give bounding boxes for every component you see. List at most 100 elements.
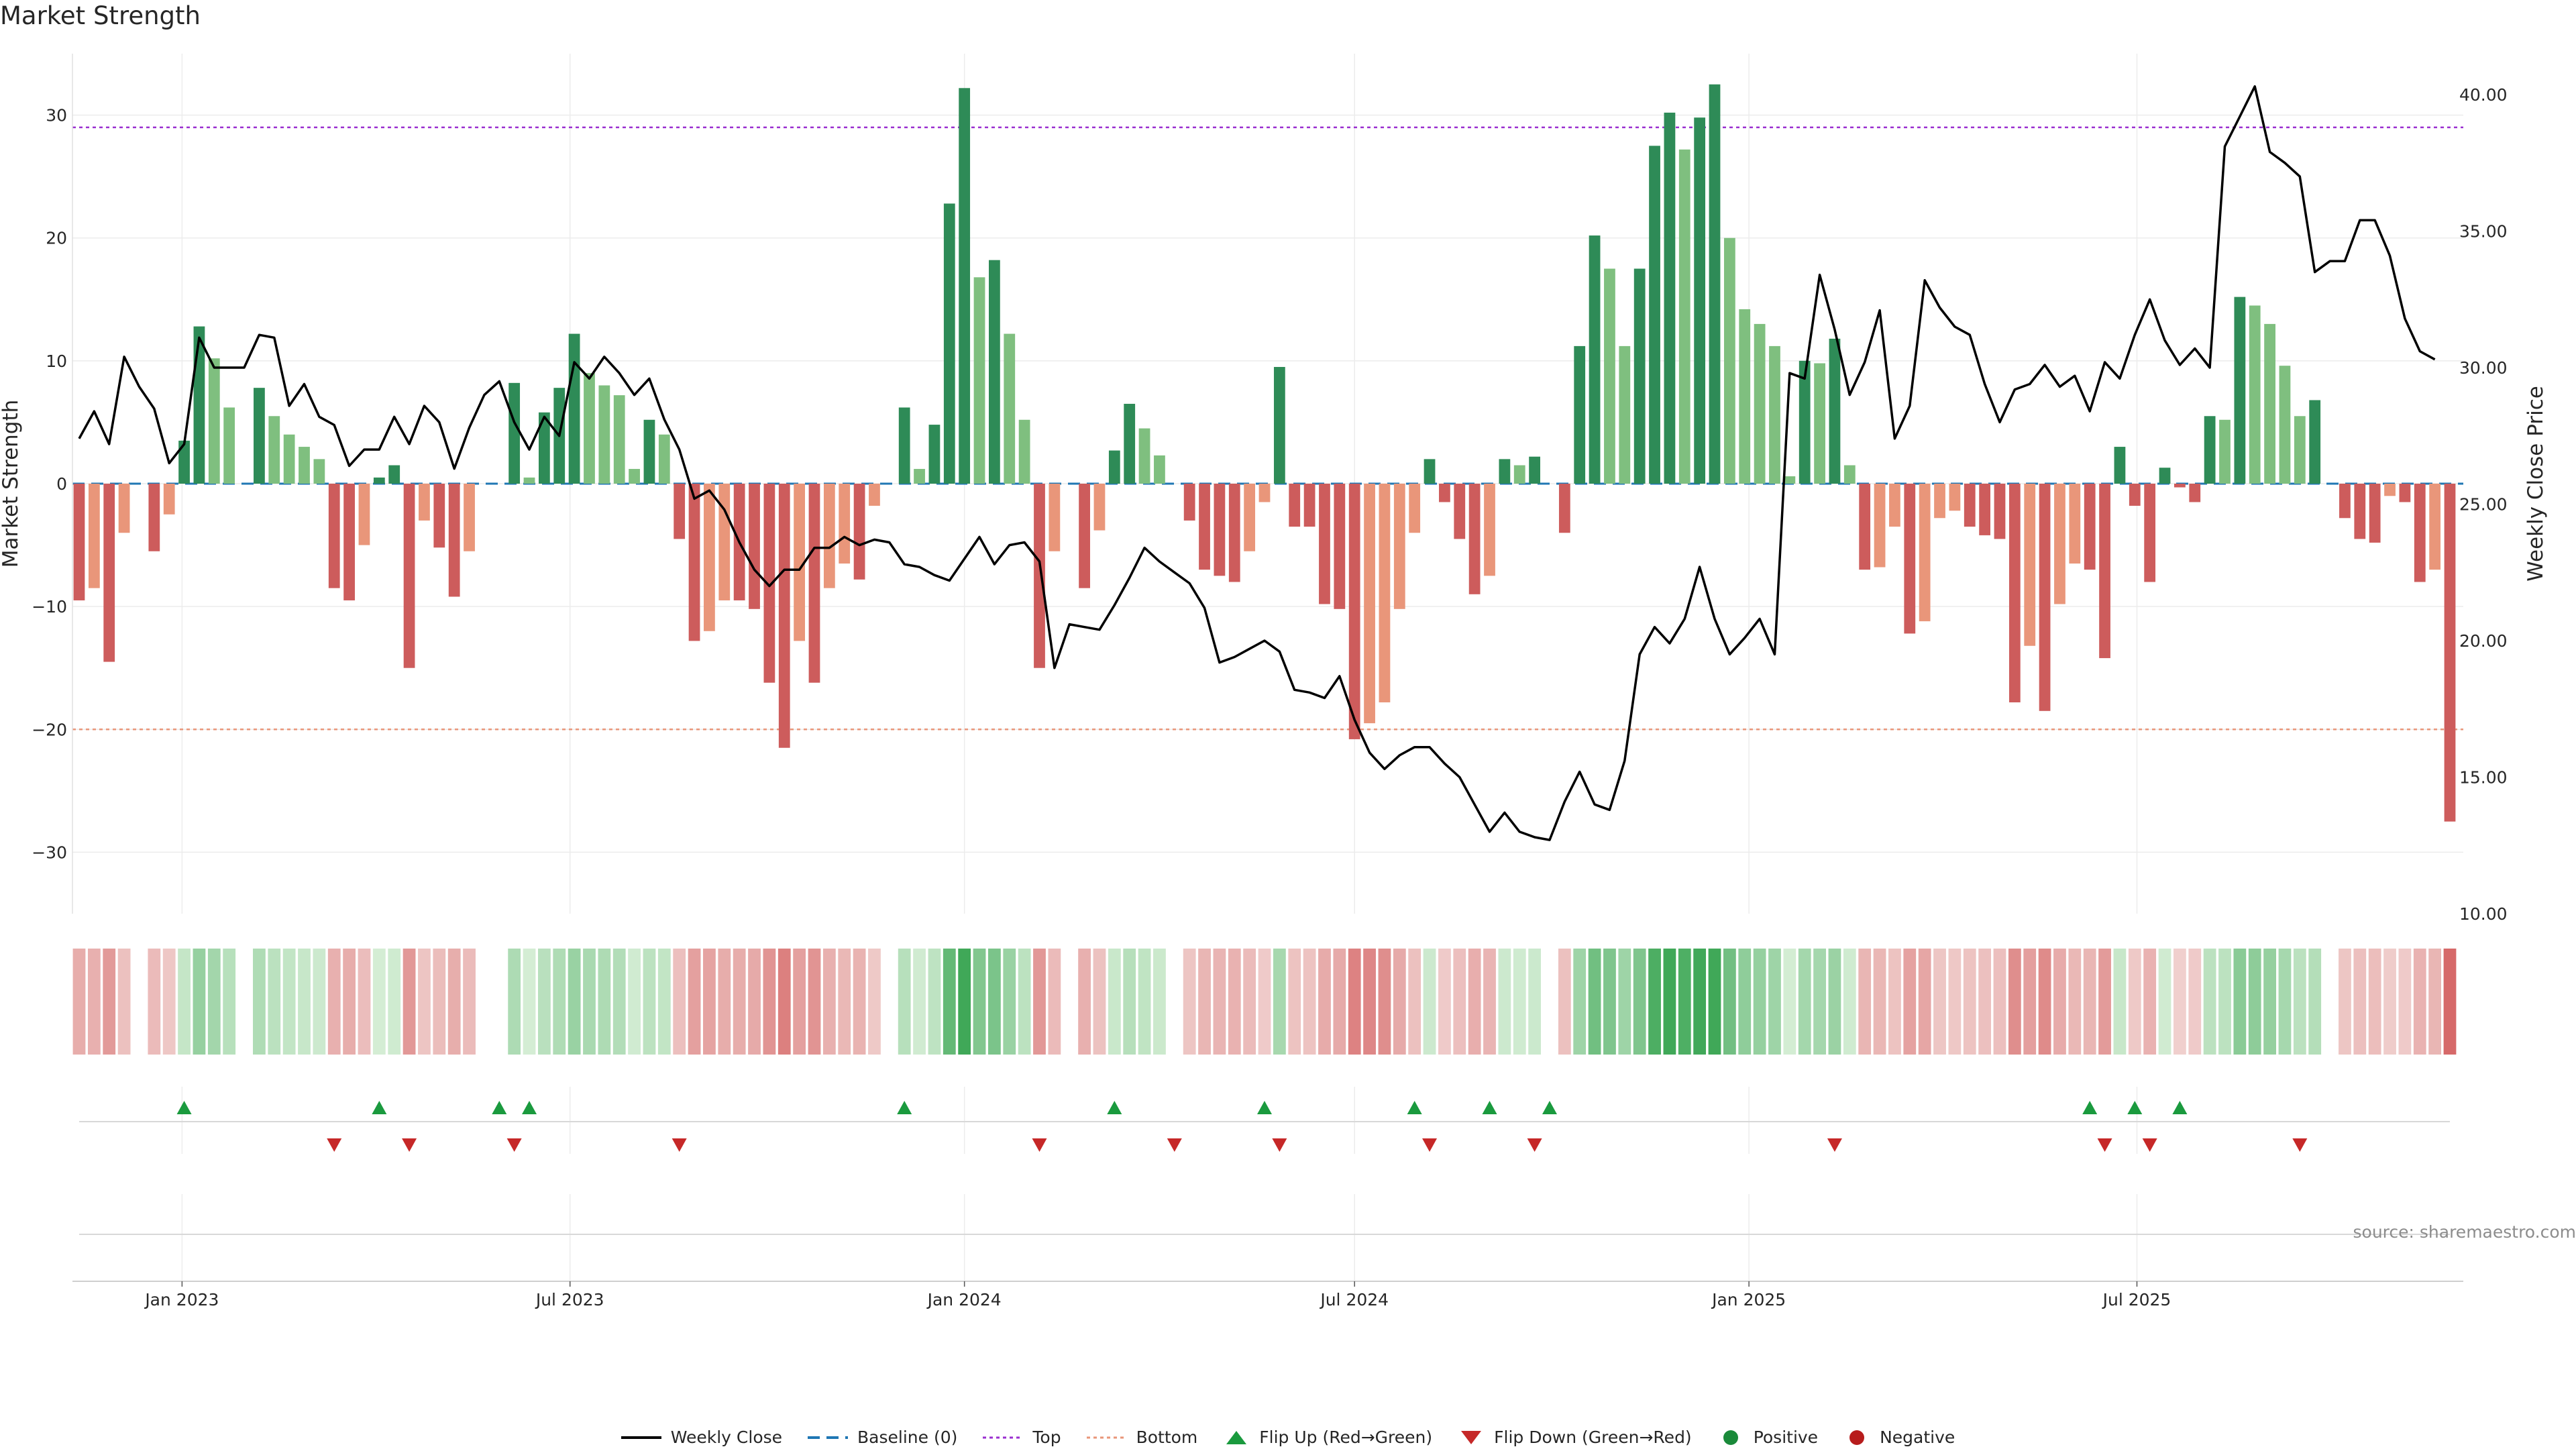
strength-bar (2054, 484, 2065, 604)
strength-bar (1558, 484, 1570, 533)
heat-cell (913, 949, 926, 1055)
heat-cell (418, 949, 431, 1055)
strength-bar (1018, 419, 1030, 484)
strength-bar (2354, 484, 2366, 539)
flip-up-marker (2127, 1101, 2143, 1114)
heat-cell (1783, 949, 1796, 1055)
y-tick-label: −10 (32, 597, 67, 616)
weekly-close-line (78, 85, 2436, 841)
triangle-up-icon (1226, 1430, 1247, 1444)
strength-bar (1273, 367, 1285, 484)
heat-cell (1078, 949, 1091, 1055)
heat-cell (883, 949, 896, 1055)
strength-bar (778, 484, 790, 748)
strength-bar (1694, 117, 1706, 484)
heat-cell (148, 949, 161, 1055)
strength-bar (2159, 468, 2171, 484)
strength-bar (658, 434, 670, 484)
y-tick-label: −20 (32, 720, 67, 739)
heat-cell (958, 949, 971, 1055)
heat-cell (268, 949, 281, 1055)
heat-cell (1768, 949, 1781, 1055)
heat-cell (568, 949, 581, 1055)
heat-cell (1468, 949, 1481, 1055)
strength-bar (208, 358, 220, 484)
heat-cell (282, 949, 296, 1055)
strength-bar (1633, 268, 1646, 484)
legend-top: Top (983, 1428, 1061, 1447)
heat-cell (193, 949, 206, 1055)
heat-cell (718, 949, 731, 1055)
flip-up-marker (176, 1101, 192, 1114)
legend-flip-up: Flip Up (Red→Green) (1223, 1428, 1432, 1447)
heat-cell (1228, 949, 1241, 1055)
y-tick-label: 10 (46, 352, 67, 371)
strength-bar (1934, 484, 1945, 519)
strength-bar (2099, 484, 2110, 659)
x-tick-label: Jan 2024 (926, 1290, 1002, 1309)
heat-cell (2008, 949, 2021, 1055)
strength-bar (419, 484, 430, 521)
flip-down-marker (1527, 1138, 1542, 1152)
strength-bar (103, 484, 115, 662)
heat-cell (402, 949, 416, 1055)
strength-bar (1439, 484, 1450, 502)
heat-cell (463, 949, 476, 1055)
heat-cell (1798, 949, 1811, 1055)
strength-bar (973, 277, 985, 484)
chart-title: Market Strength (0, 1, 201, 30)
strength-bar (613, 395, 625, 484)
strength-bar (2039, 484, 2051, 711)
strength-bar (749, 484, 760, 609)
heat-cell (87, 949, 101, 1055)
strength-bar (2084, 484, 2096, 570)
heat-cell (178, 949, 191, 1055)
heat-cell (1168, 949, 1181, 1055)
heat-cell (2368, 949, 2381, 1055)
strength-bar (914, 469, 925, 484)
heat-cell (1258, 949, 1271, 1055)
heat-strip (72, 949, 2457, 1055)
strength-bar (1814, 363, 1825, 484)
strength-bar (2249, 305, 2261, 484)
flip-up-marker (1257, 1101, 1272, 1114)
strength-bar (283, 434, 295, 484)
legend-top-label: Top (1032, 1428, 1061, 1447)
source-note: source: sharemaestro.com (2353, 1222, 2576, 1242)
heat-cell (838, 949, 851, 1055)
strength-bar (1709, 84, 1721, 484)
strength-bar (1424, 459, 1436, 484)
circle-icon (1849, 1430, 1865, 1445)
strength-bar (2189, 484, 2201, 502)
flip-markers (79, 1101, 2450, 1235)
strength-bar (1513, 465, 1525, 484)
flip-up-marker (1482, 1101, 1497, 1114)
heat-cell (2323, 949, 2337, 1055)
heat-cell (987, 949, 1001, 1055)
heat-cell (72, 949, 86, 1055)
strength-bar (1889, 484, 1900, 527)
strength-bar (268, 416, 280, 484)
line-layer (78, 85, 2436, 841)
heat-cell (2098, 949, 2111, 1055)
y-tick-label: 0 (56, 474, 67, 494)
strength-bar (2444, 484, 2456, 822)
heat-cell (1588, 949, 1601, 1055)
heat-cell (2038, 949, 2051, 1055)
flip-down-marker (2292, 1138, 2308, 1152)
heat-cell (447, 949, 461, 1055)
heat-cell (1093, 949, 1106, 1055)
heat-cell (1933, 949, 1946, 1055)
heat-cell (117, 949, 131, 1055)
heat-cell (898, 949, 911, 1055)
legend-negative: Negative (1843, 1428, 1955, 1447)
heat-cell (523, 949, 536, 1055)
strength-bar (1228, 484, 1240, 582)
heat-cell (1378, 949, 1391, 1055)
strength-bar (1769, 345, 1780, 484)
strength-bar (2024, 484, 2036, 646)
flip-down-marker (506, 1138, 522, 1152)
y-right-tick-label: 20.00 (2459, 631, 2508, 651)
heat-cell (2413, 949, 2426, 1055)
heat-cell (2083, 949, 2096, 1055)
